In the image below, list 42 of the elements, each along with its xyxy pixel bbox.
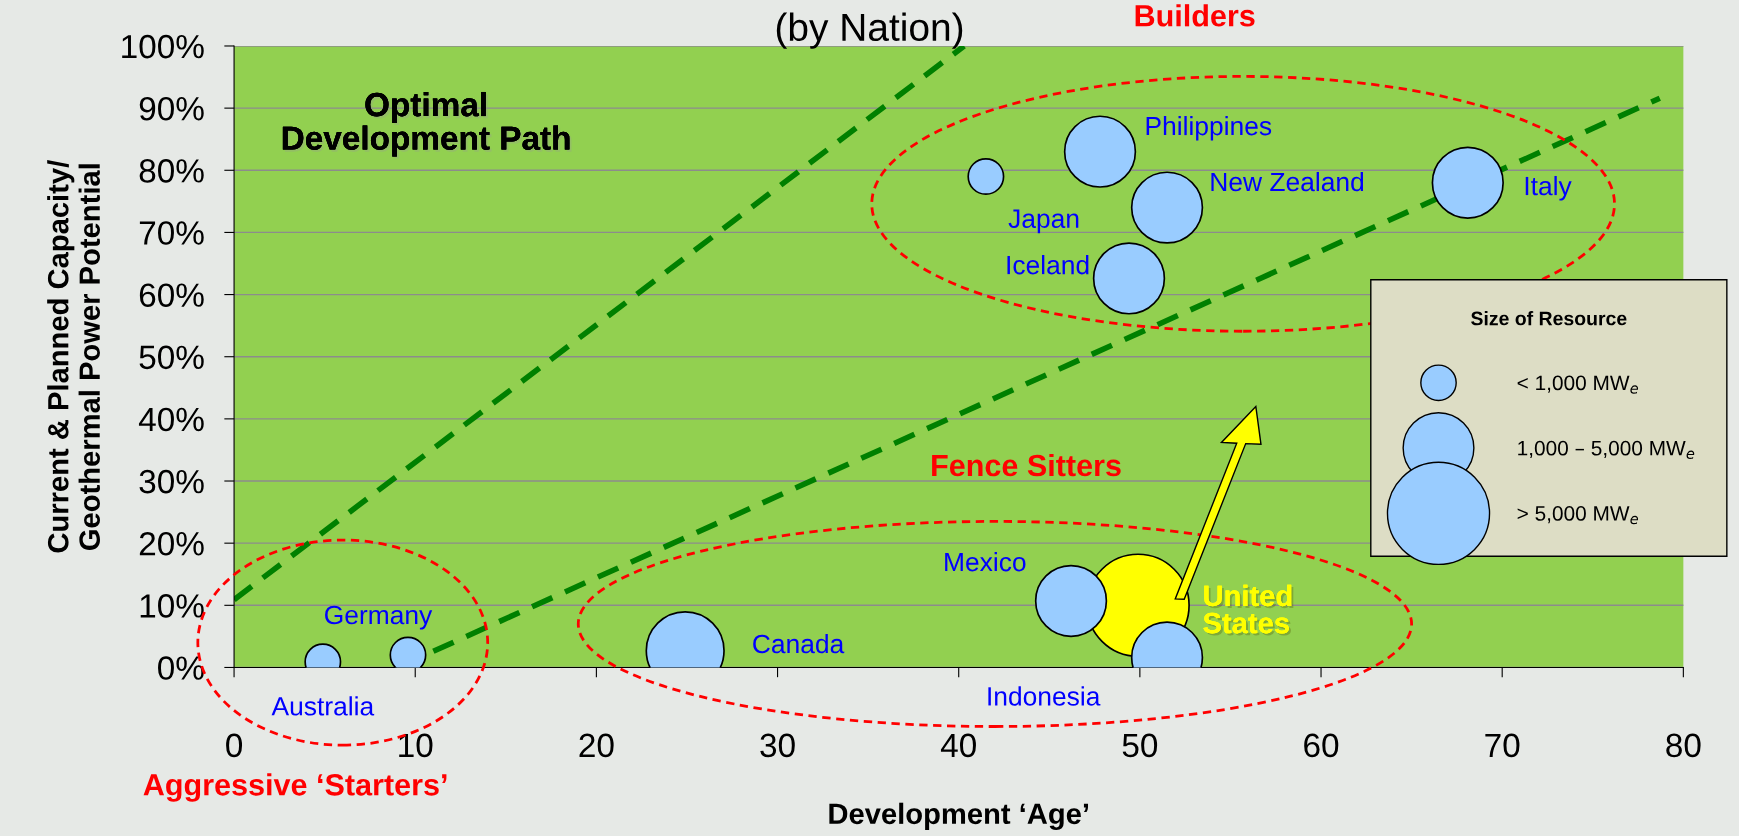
y-tick-label: 60% [139, 283, 204, 307]
series-label: United States [1203, 584, 1294, 636]
y-tick-label: 20% [139, 531, 204, 556]
series-label: Germany [325, 605, 433, 630]
x-tick-label: 40 [940, 733, 976, 758]
x-tick-label: 80 [1666, 733, 1701, 758]
series-label: Australia [271, 696, 375, 716]
series-label: Japan [1008, 209, 1079, 234]
y-tick-label: 100% [122, 34, 204, 59]
series-label: Philippines [1146, 116, 1272, 141]
x-tick-label: 30 [760, 733, 795, 758]
text: Aggressive ‘Starters’ [143, 773, 447, 802]
x-tick-label: 70 [1485, 733, 1520, 758]
legend-label: 1,000 – 5,000 MW$_{e}$ [1518, 440, 1695, 459]
legend-title: Size of Resource [1471, 311, 1627, 326]
annotation: Optimal Development Path [282, 91, 572, 159]
x-tick-label: 10 [399, 733, 433, 758]
y-tick-label: 50% [139, 345, 204, 370]
series-label: Iceland [1007, 255, 1089, 275]
legend-label: < 1,000 MW$_{e}$ [1517, 375, 1639, 394]
legend-label: > 5,000 MW$_{e}$ [1517, 506, 1639, 525]
x-tick-label: 0 [226, 733, 243, 758]
series-label: Indonesia [988, 686, 1101, 706]
y-tick-label: 40% [138, 407, 204, 432]
y-tick-label: 0% [158, 656, 204, 680]
y-tick-label: 30% [139, 469, 204, 494]
x-axis-title: Development ‘Age’ [829, 802, 1089, 831]
text: Builders [1135, 4, 1255, 27]
series-label: Mexico [945, 552, 1026, 572]
x-tick-label: 50 [1122, 733, 1158, 758]
y-axis-title: Current & Planned Capacity/ Geothermal Power Potential [47, 160, 100, 553]
annotation: Fence Sitters [932, 453, 1121, 477]
x-tick-label: 20 [579, 733, 614, 758]
series-label: Canada [753, 633, 845, 654]
series-label: Italy [1525, 175, 1572, 201]
y-tick-label: 90% [139, 96, 204, 121]
y-tick-label: 70% [139, 221, 204, 245]
y-tick-label: 80% [139, 159, 204, 183]
x-tick-label: 60 [1304, 733, 1339, 758]
series-label: New Zealand [1211, 171, 1364, 192]
chart-title: (by Nation) [776, 12, 963, 49]
y-tick-label: 10% [140, 594, 204, 618]
